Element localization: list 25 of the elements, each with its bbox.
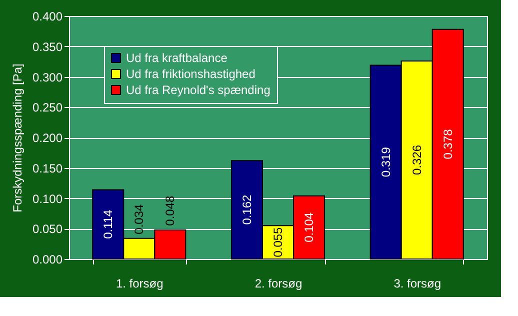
x-tick-label: 1. forsøg <box>116 276 164 290</box>
y-tick-label: 0.350 <box>32 40 63 54</box>
x-tick-label: 2. forsøg <box>254 276 302 290</box>
data-label: 0.378 <box>440 128 455 160</box>
data-label: 0.055 <box>271 226 285 258</box>
x-tick-label: 3. forsøg <box>394 276 442 290</box>
legend-label: Ud fra friktionshastighed <box>126 67 256 81</box>
y-tick-label: 0.100 <box>32 192 63 206</box>
legend-label: Ud fra kraftbalance <box>126 51 228 65</box>
y-tick-label: 0.000 <box>32 252 63 266</box>
data-label: 0.104 <box>302 212 316 242</box>
data-label: 0.326 <box>410 144 424 175</box>
y-tick-label: 0.250 <box>32 100 63 115</box>
data-label: 0.034 <box>132 204 146 234</box>
legend-label: Ud fra Reynold's spænding <box>126 83 270 97</box>
y-tick-label: 0.400 <box>32 10 63 24</box>
data-label: 0.114 <box>101 209 116 239</box>
y-tick-label: 0.300 <box>32 70 63 84</box>
y-tick-label: 0.050 <box>32 222 63 236</box>
data-label: 0.048 <box>163 195 178 226</box>
data-label: 0.319 <box>378 146 393 178</box>
y-axis-title: Forskydningsspænding [Pa] <box>10 64 24 212</box>
y-tick-label: 0.200 <box>32 131 63 145</box>
y-tick-label: 0.150 <box>32 161 63 176</box>
data-label: 0.162 <box>240 194 254 225</box>
